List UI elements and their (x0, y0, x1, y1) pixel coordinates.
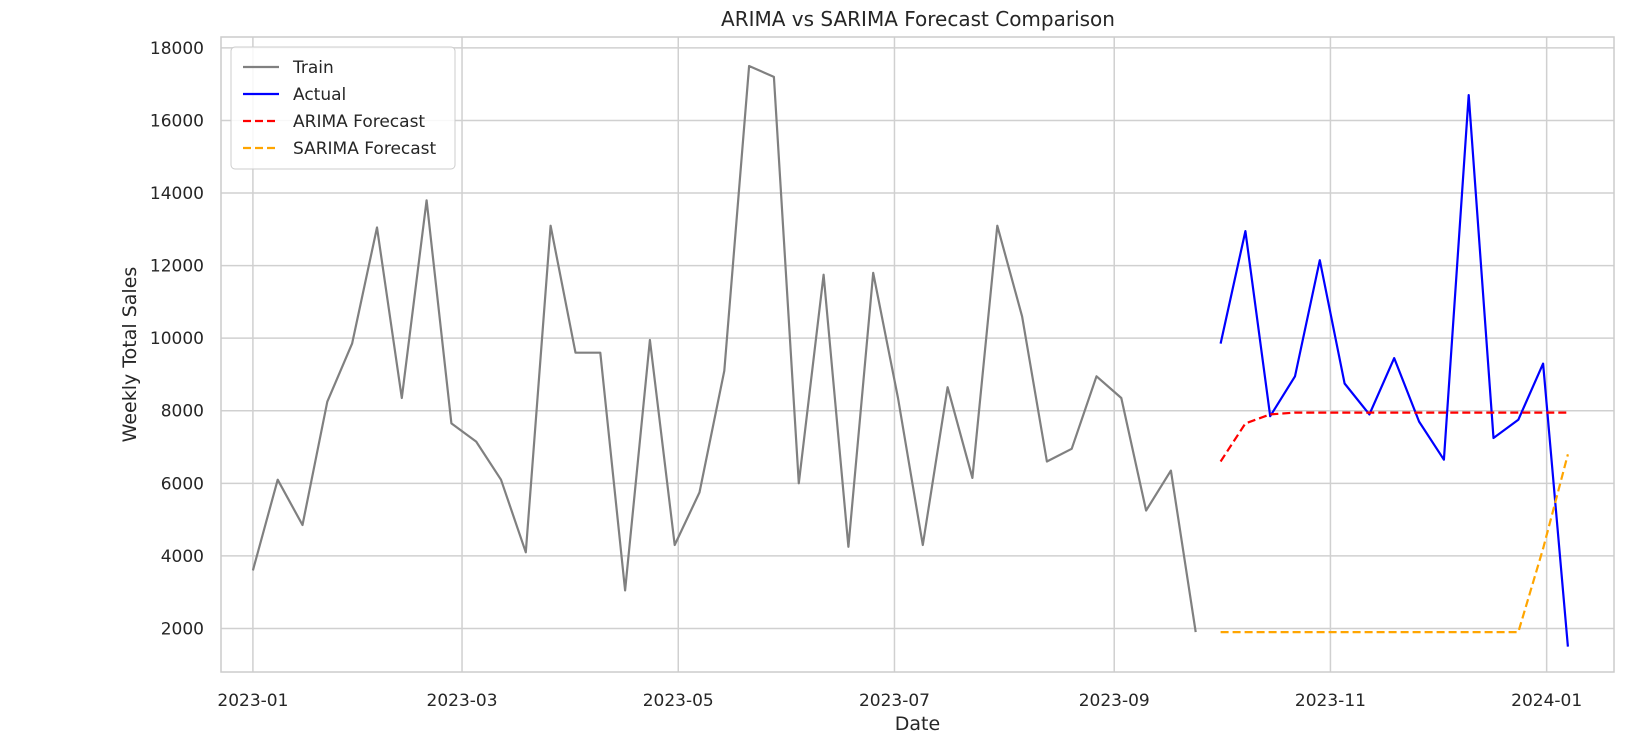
y-tick-label: 14000 (150, 184, 204, 204)
y-tick-label: 12000 (150, 257, 204, 277)
y-tick-label: 2000 (161, 619, 204, 639)
chart-legend: Train Actual ARIMA Forecast SARIMA Forecast (230, 46, 456, 170)
series-line-actual (1219, 93, 1569, 647)
x-tick-label: 2023-11 (1295, 691, 1366, 711)
y-axis-label: Weekly Total Sales (119, 267, 141, 443)
plot-area-frame (220, 36, 1615, 673)
x-tick-label: 2023-05 (643, 691, 714, 711)
y-tick-label: 18000 (150, 39, 204, 59)
y-tick-label: 4000 (161, 547, 204, 567)
y-tick-label: 8000 (161, 402, 204, 422)
legend-label: Actual (293, 85, 346, 105)
series-line-arima-forecast (1219, 411, 1568, 463)
y-tick-label: 16000 (150, 111, 204, 131)
y-tick-label: 6000 (161, 474, 204, 494)
series-line-train (251, 64, 1197, 633)
chart-title: ARIMA vs SARIMA Forecast Comparison (721, 7, 1115, 31)
x-tick-label: 2024-01 (1511, 691, 1582, 711)
legend-label: ARIMA Forecast (293, 112, 425, 132)
y-tick-label: 10000 (150, 329, 204, 349)
x-tick-label: 2023-03 (427, 691, 498, 711)
legend-label: Train (292, 58, 334, 78)
x-tick-label: 2023-01 (217, 691, 288, 711)
x-axis-label: Date (895, 713, 940, 735)
x-tick-label: 2023-07 (859, 691, 930, 711)
x-tick-label: 2023-09 (1079, 691, 1150, 711)
series-line-sarima-forecast (1220, 454, 1569, 634)
legend-label: SARIMA Forecast (293, 139, 437, 159)
legend-box (230, 46, 456, 170)
